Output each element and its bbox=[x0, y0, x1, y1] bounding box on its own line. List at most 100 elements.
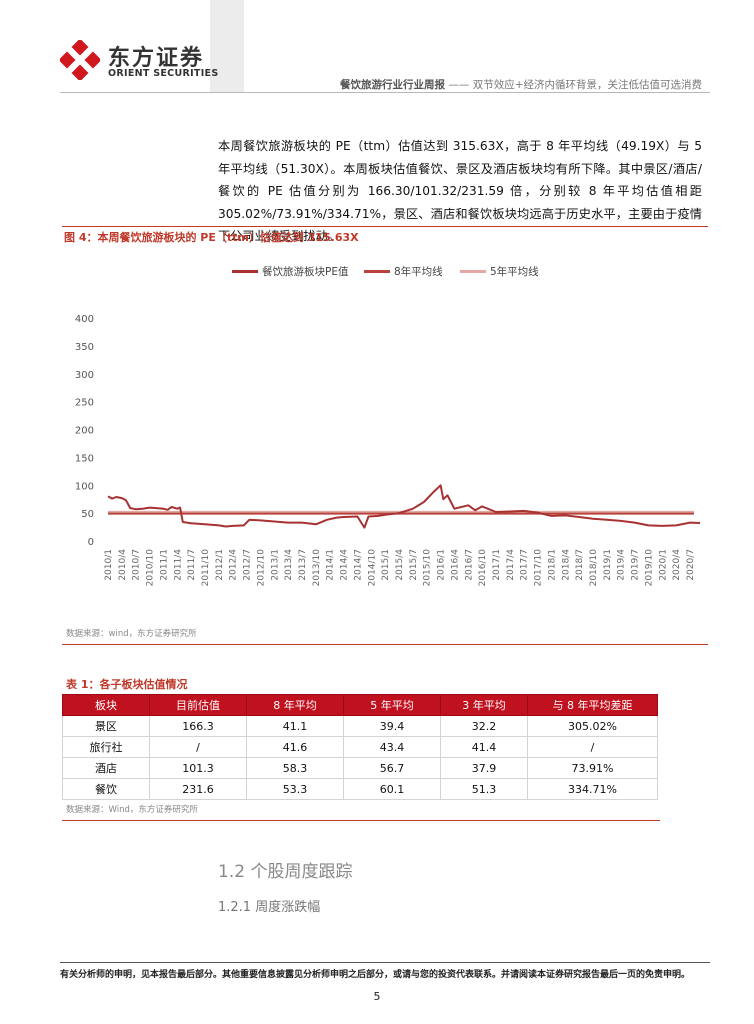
report-subtitle: —— 双节效应+经济内循环背景，关注低估值可选消费 bbox=[448, 79, 702, 91]
table-cell: / bbox=[527, 736, 658, 758]
table-cell: 51.3 bbox=[440, 778, 528, 800]
table-header-cell: 目前估值 bbox=[149, 694, 247, 716]
x-tick-label: 2019/1 bbox=[603, 549, 613, 581]
page-number: 5 bbox=[373, 990, 381, 1003]
brand-name-en: ORIENT SECURITIES bbox=[108, 68, 219, 79]
table-cell: 39.4 bbox=[343, 715, 441, 737]
figure-top-rule bbox=[62, 226, 708, 227]
y-tick-label: 300 bbox=[75, 370, 94, 381]
table-cell: 旅行社 bbox=[62, 736, 150, 758]
legend-item-8yr: 8年平均线 bbox=[364, 264, 443, 279]
orient-logo-icon bbox=[60, 40, 100, 80]
table-header-cell: 与 8 年平均差距 bbox=[527, 694, 658, 716]
x-tick-label: 2013/7 bbox=[298, 549, 308, 581]
x-tick-label: 2011/4 bbox=[173, 549, 183, 581]
table-header-cell: 3 年平均 bbox=[440, 694, 528, 716]
table-cell: 41.4 bbox=[440, 736, 528, 758]
x-tick-label: 2020/7 bbox=[686, 549, 696, 581]
table-header-row: 板块 目前估值 8 年平均 5 年平均 3 年平均 与 8 年平均差距 bbox=[62, 694, 658, 716]
table-cell: 101.3 bbox=[149, 757, 247, 779]
subsection-heading: 1.2.1 周度涨跌幅 bbox=[218, 900, 321, 915]
legend-item-pe: 餐饮旅游板块PE值 bbox=[232, 264, 348, 279]
report-header-title: 餐饮旅游行业行业周报 —— 双节效应+经济内循环背景，关注低估值可选消费 bbox=[340, 77, 702, 92]
table-cell: 58.3 bbox=[246, 757, 344, 779]
table-cell: 餐饮 bbox=[62, 778, 150, 800]
legend-label-5yr: 5年平均线 bbox=[490, 266, 539, 278]
x-tick-label: 2014/1 bbox=[326, 549, 336, 581]
valuation-table: 板块 目前估值 8 年平均 5 年平均 3 年平均 与 8 年平均差距 景区 1… bbox=[62, 694, 658, 800]
legend-swatch-8yr bbox=[364, 270, 390, 273]
table-cell: 56.7 bbox=[343, 757, 441, 779]
figure-caption: 图 4：本周餐饮旅游板块的 PE（ttm）估值达到 315.63X bbox=[64, 231, 359, 244]
legend-label-pe: 餐饮旅游板块PE值 bbox=[262, 266, 349, 278]
table-cell: / bbox=[149, 736, 247, 758]
x-tick-label: 2017/1 bbox=[492, 549, 502, 581]
x-tick-label: 2013/1 bbox=[270, 549, 280, 581]
x-tick-label: 2012/1 bbox=[215, 549, 225, 581]
body-paragraph: 本周餐饮旅游板块的 PE（ttm）估值达到 315.63X，高于 8 年平均线（… bbox=[218, 139, 702, 243]
table-cell: 334.71% bbox=[527, 778, 658, 800]
x-tick-label: 2010/4 bbox=[118, 549, 128, 581]
table-header-cell: 8 年平均 bbox=[246, 694, 344, 716]
x-tick-label: 2019/4 bbox=[617, 549, 627, 581]
x-tick-label: 2018/10 bbox=[589, 549, 599, 587]
table-cell: 53.3 bbox=[246, 778, 344, 800]
x-tick-label: 2015/1 bbox=[381, 549, 391, 581]
y-tick-label: 150 bbox=[75, 453, 94, 464]
table-header-cell: 板块 bbox=[62, 694, 150, 716]
section-heading: 1.2 个股周度跟踪 bbox=[218, 862, 353, 882]
table-cell: 305.02% bbox=[527, 715, 658, 737]
x-tick-label: 2012/4 bbox=[229, 549, 239, 581]
x-tick-label: 2010/10 bbox=[146, 549, 156, 587]
x-tick-label: 2015/7 bbox=[409, 549, 419, 581]
x-tick-label: 2019/7 bbox=[631, 549, 641, 581]
figure-source: 数据来源：wind，东方证券研究所 bbox=[66, 629, 197, 639]
legend-swatch-5yr bbox=[460, 270, 486, 273]
x-tick-label: 2017/7 bbox=[520, 549, 530, 581]
figure-bottom-rule bbox=[62, 644, 708, 645]
y-tick-label: 400 bbox=[75, 314, 94, 325]
table-cell: 酒店 bbox=[62, 757, 150, 779]
x-tick-label: 2010/1 bbox=[104, 549, 114, 581]
x-tick-label: 2013/4 bbox=[284, 549, 294, 581]
legend-swatch-pe bbox=[232, 270, 258, 273]
table-cell: 41.6 bbox=[246, 736, 344, 758]
header-divider bbox=[60, 92, 710, 93]
table-cell: 231.6 bbox=[149, 778, 247, 800]
table-header-cell: 5 年平均 bbox=[343, 694, 441, 716]
x-tick-label: 2014/10 bbox=[367, 549, 377, 587]
y-tick-label: 250 bbox=[75, 398, 94, 409]
table-cell: 41.1 bbox=[246, 715, 344, 737]
legend-label-8yr: 8年平均线 bbox=[394, 266, 443, 278]
header-decor-band bbox=[210, 0, 244, 92]
x-tick-label: 2018/7 bbox=[575, 549, 585, 581]
y-tick-label: 200 bbox=[75, 426, 94, 437]
y-tick-label: 50 bbox=[81, 509, 94, 520]
table-caption: 表 1：各子板块估值情况 bbox=[66, 678, 188, 691]
brand-name-cn: 东方证券 bbox=[108, 46, 205, 71]
x-tick-label: 2011/1 bbox=[159, 549, 169, 581]
x-tick-label: 2020/4 bbox=[672, 549, 682, 581]
y-tick-label: 0 bbox=[88, 537, 94, 548]
x-tick-label: 2019/10 bbox=[644, 549, 654, 587]
x-tick-label: 2014/7 bbox=[353, 549, 363, 581]
pe-line-chart: 0 50 100 150 200 250 300 350 400 2010/1 2010/4 2010… bbox=[75, 314, 700, 587]
table-row: 酒店 101.3 58.3 56.7 37.9 73.91% bbox=[62, 757, 658, 779]
x-tick-label: 2020/1 bbox=[658, 549, 668, 581]
table-cell: 73.91% bbox=[527, 757, 658, 779]
x-tick-label: 2016/1 bbox=[437, 549, 447, 581]
footer-disclaimer: 有关分析师的申明，见本报告最后部分。其他重要信息披露见分析师申明之后部分，或请与… bbox=[60, 970, 691, 980]
pe-series-line bbox=[107, 484, 700, 529]
x-tick-label: 2017/10 bbox=[534, 549, 544, 587]
x-tick-label: 2016/4 bbox=[450, 549, 460, 581]
x-tick-label: 2013/10 bbox=[312, 549, 322, 587]
y-tick-label: 100 bbox=[75, 481, 94, 492]
table-row: 旅行社 / 41.6 43.4 41.4 / bbox=[62, 736, 658, 758]
x-tick-label: 2012/10 bbox=[256, 549, 266, 587]
x-tick-label: 2016/10 bbox=[478, 549, 488, 587]
table-bottom-rule bbox=[62, 820, 660, 821]
x-tick-label: 2011/7 bbox=[187, 549, 197, 581]
x-tick-label: 2016/7 bbox=[464, 549, 474, 581]
table-cell: 景区 bbox=[62, 715, 150, 737]
x-tick-label: 2012/7 bbox=[243, 549, 253, 581]
